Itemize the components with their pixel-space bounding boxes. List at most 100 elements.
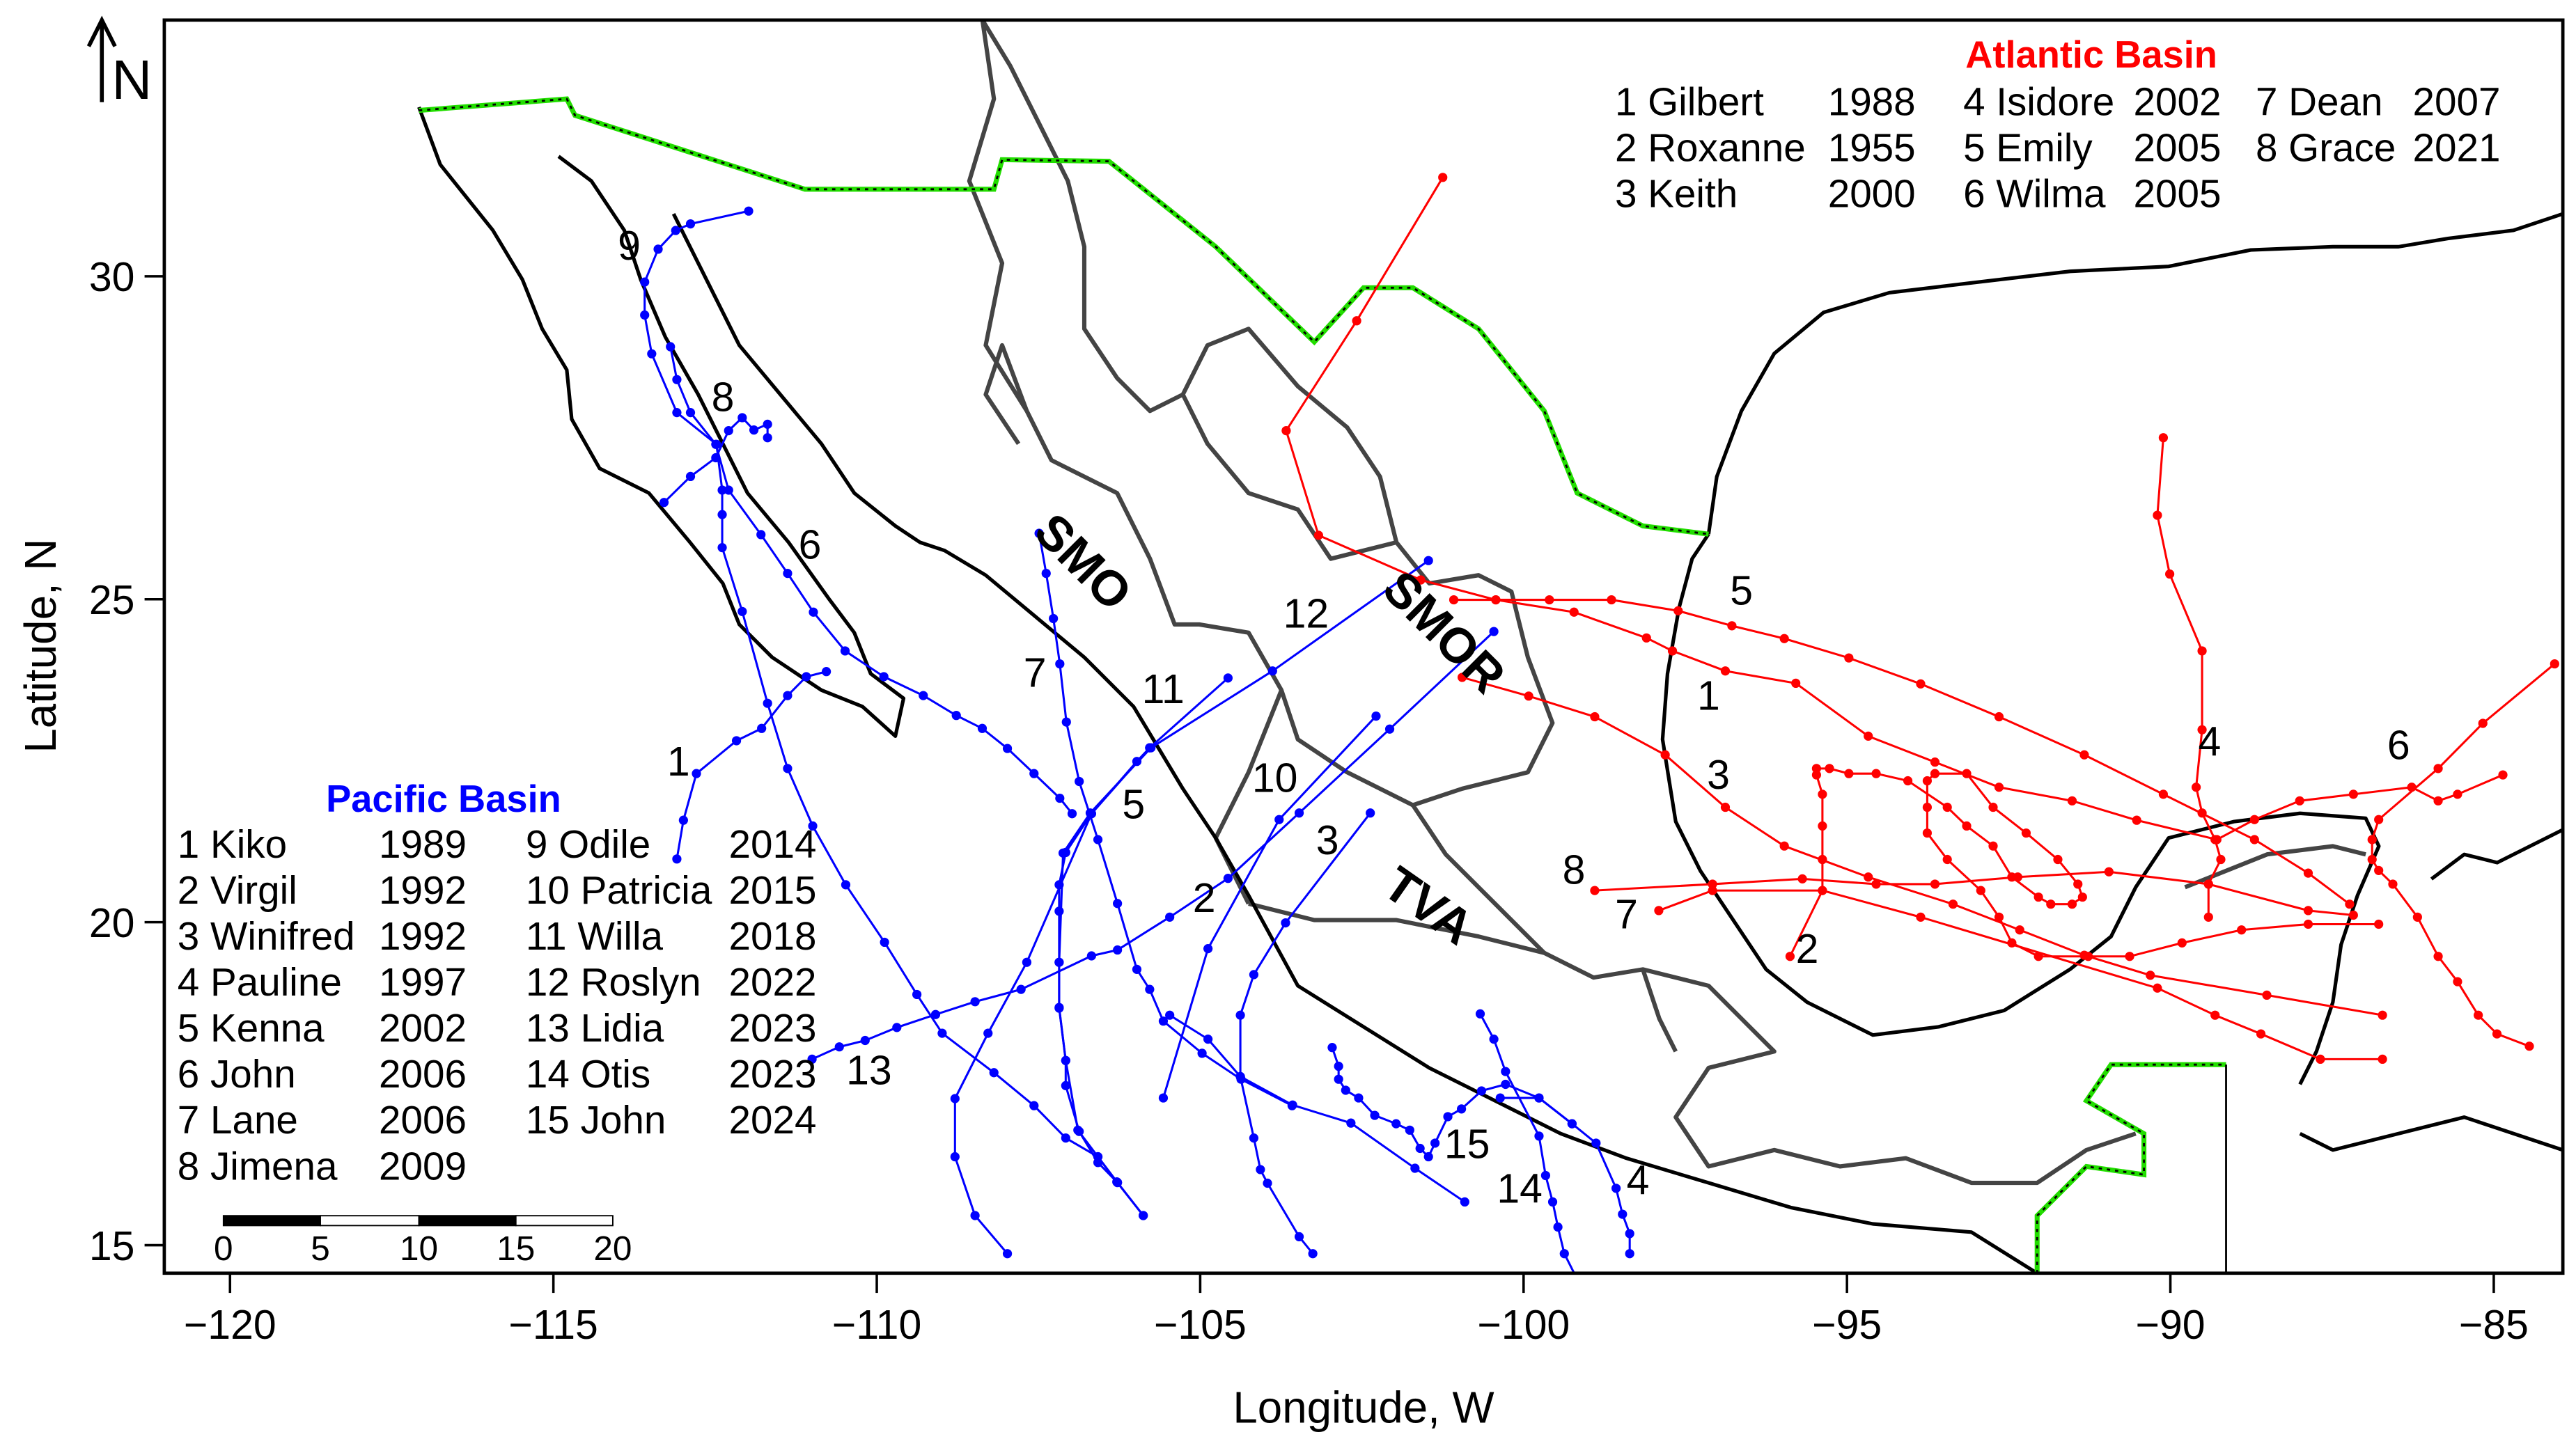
track-point [1067, 809, 1077, 819]
track-point [2067, 899, 2077, 909]
track-point [1922, 802, 1933, 812]
track-point [724, 425, 733, 436]
track-point [2303, 868, 2313, 878]
track-point [1590, 886, 1600, 895]
track-point [1443, 1112, 1453, 1122]
track-point [1818, 821, 1827, 831]
track-point [1489, 627, 1499, 636]
pacific-legend-name: 14 Otis [526, 1052, 650, 1096]
track-point [1903, 776, 1913, 786]
y-tick-label: 20 [89, 901, 135, 946]
track-line [1594, 870, 2354, 917]
track-point [919, 691, 928, 700]
track-point [678, 815, 688, 825]
pacific-legend-name: 7 Lane [178, 1098, 298, 1142]
track-line [643, 210, 1144, 1216]
pacific-track-14 [1475, 1009, 1576, 1273]
pacific-track-1 [672, 667, 832, 864]
atlantic-track-6 [2367, 659, 2559, 1051]
track-point [2125, 952, 2134, 961]
track-point [2316, 1054, 2325, 1064]
track-point [1930, 757, 1940, 767]
track-point [1976, 886, 1985, 895]
track-point [1438, 173, 1448, 182]
track-point [2524, 1042, 2534, 1051]
pacific-track-6 [666, 342, 1077, 819]
pacific-track-7 [1034, 528, 1297, 1110]
track-point [840, 646, 850, 656]
track-point [1058, 848, 1068, 858]
track-point [1818, 789, 1827, 799]
pacific-legend: Pacific Basin 1 Kiko 1989 2 Virgil 1992 3 Wi… [178, 778, 817, 1188]
track-point [970, 997, 980, 1007]
track-point [1930, 879, 1940, 889]
track-point [1534, 1131, 1544, 1141]
scale-label: 20 [593, 1229, 632, 1268]
track-point [1405, 1125, 1414, 1135]
track-point [2474, 1010, 2483, 1020]
track-point [1294, 808, 1304, 818]
track-point [2177, 938, 2187, 948]
track-point [951, 711, 961, 721]
pacific-legend-year: 1992 [379, 914, 467, 958]
track-point [1041, 568, 1051, 579]
pacific-track-label-12: 12 [1283, 592, 1329, 637]
y-axis-title: Latitude, N [16, 539, 65, 753]
track-point [2249, 815, 2259, 824]
pacific-legend-year: 2022 [729, 960, 817, 1004]
track-point [2015, 925, 2024, 935]
track-point [1567, 1119, 1577, 1129]
north-label: N [111, 48, 152, 111]
scale-segment [515, 1215, 614, 1227]
track-point [1410, 1163, 1420, 1173]
scale-bar: 0 5 10 15 20 [214, 1215, 632, 1268]
pacific-legend-year: 1997 [379, 960, 467, 1004]
track-point [2053, 854, 2063, 865]
track-point [1267, 666, 1277, 676]
track-point [1073, 1125, 1083, 1135]
pacific-track-12 [1054, 556, 1433, 1220]
track-point [2433, 952, 2443, 961]
track-point [1061, 1055, 1070, 1065]
atlantic-track-label-4: 4 [2199, 720, 2222, 765]
pacific-legend-name: 10 Patricia [526, 868, 712, 912]
pacific-legend-name: 15 John [526, 1098, 666, 1142]
atlantic-legend-year: 2002 [2134, 80, 2222, 124]
atlantic-legend-name: 2 Roxanne [1615, 126, 1806, 170]
atlantic-legend-year: 2000 [1828, 172, 1916, 216]
track-point [2374, 815, 2384, 824]
track-point [2203, 879, 2213, 889]
track-line [1038, 533, 1293, 1107]
atlantic-legend-year: 2021 [2413, 126, 2501, 170]
pacific-legend-year: 2018 [729, 914, 817, 958]
track-point [1641, 633, 1651, 643]
map-frame [162, 18, 2565, 1275]
track-point [1002, 1249, 1013, 1259]
track-point [671, 226, 680, 235]
pacific-track-label-8: 8 [712, 375, 735, 420]
track-point [1948, 899, 1958, 909]
track-point [1962, 821, 1972, 831]
track-point [2034, 892, 2043, 902]
x-tick-label: −110 [832, 1303, 921, 1348]
track-point [1922, 828, 1933, 838]
track-point [1308, 1249, 1318, 1259]
track-point [1534, 1093, 1544, 1103]
pacific-legend-year: 2023 [729, 1052, 817, 1096]
track-point [2216, 854, 2226, 865]
pacific-legend-name: 4 Pauline [178, 960, 342, 1004]
track-point [1457, 1104, 1467, 1114]
track-point [1495, 1093, 1505, 1103]
track-point [1384, 724, 1395, 734]
track-point [2067, 796, 2077, 805]
track-point [1423, 1152, 1433, 1162]
atlantic-track-5 [1449, 595, 2355, 909]
atlantic-legend-title: Atlantic Basin [1965, 34, 2217, 76]
track-point [2367, 835, 2377, 844]
track-point [1354, 1093, 1364, 1103]
track-point [2197, 725, 2207, 734]
pacific-legend-year: 2006 [379, 1098, 467, 1142]
track-point [1625, 1229, 1634, 1239]
track-point [1029, 1101, 1039, 1110]
track-point [1002, 744, 1013, 753]
